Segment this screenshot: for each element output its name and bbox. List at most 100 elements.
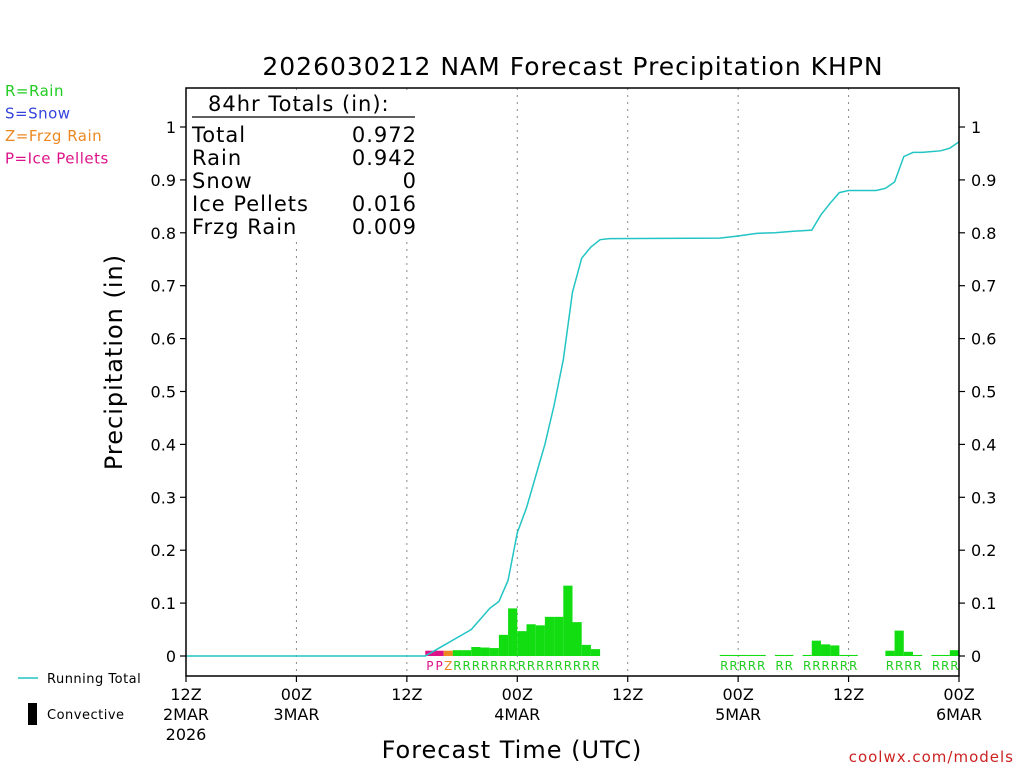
- precip-bar: [581, 644, 591, 656]
- precip-type-code: R: [591, 659, 599, 673]
- plot-frame: [185, 87, 960, 677]
- precip-bar: [747, 654, 757, 656]
- precip-type-code: R: [582, 659, 590, 673]
- precip-type-code: R: [932, 659, 940, 673]
- y-tick-label-right: 0.4: [971, 435, 996, 454]
- y-tick-label-left: 0.8: [151, 224, 176, 243]
- precip-type-code: R: [518, 659, 526, 673]
- totals-row-label: Frzg Rain: [192, 215, 297, 239]
- precip-type-code: R: [803, 659, 811, 673]
- precip-type-code: R: [555, 659, 563, 673]
- totals-row-value: 0.009: [352, 215, 417, 239]
- y-tick-label-left: 0.9: [151, 171, 176, 190]
- totals-row-label: Snow: [192, 169, 253, 193]
- x-tick-label: 4MAR: [494, 705, 540, 724]
- y-tick-label-right: 0.7: [971, 277, 996, 296]
- precip-bar: [784, 654, 794, 656]
- y-tick-label-right: 0.9: [971, 171, 996, 190]
- precip-bar: [912, 654, 923, 656]
- precip-type-code: R: [913, 659, 921, 673]
- convective-legend-swatch: [28, 703, 37, 725]
- precip-type-code: R: [720, 659, 728, 673]
- running-total-line: [186, 141, 960, 657]
- precip-type-code: R: [729, 659, 737, 673]
- precip-bar: [811, 640, 821, 656]
- precip-type-code: R: [462, 659, 470, 673]
- y-axis-right: 0 0.1 0.2 0.3 0.4 0.5 0.6 0.7 0.8 0.9 1: [959, 118, 996, 666]
- precip-type-legend-item: R=Rain: [5, 82, 64, 100]
- precip-type-legend-item: S=Snow: [5, 105, 71, 123]
- y-tick-label-left: 0.7: [151, 277, 176, 296]
- x-tick-label: 00Z: [722, 685, 753, 704]
- precip-type-code: R: [453, 659, 461, 673]
- precip-bar: [738, 654, 748, 656]
- x-tick-label: 5MAR: [715, 705, 761, 724]
- y-tick-label-right: 0.8: [971, 224, 996, 243]
- precip-type-code: P: [426, 659, 433, 673]
- totals-row-value: 0.016: [352, 192, 417, 216]
- precip-type-code: R: [490, 659, 498, 673]
- x-tick-label: 6MAR: [936, 705, 982, 724]
- y-tick-label-right: 0.6: [971, 330, 996, 349]
- x-tick-label: 3MAR: [273, 705, 319, 724]
- totals-row-value: 0.972: [352, 123, 417, 147]
- precip-type-code: R: [527, 659, 535, 673]
- x-tick-label: 12Z: [612, 685, 643, 704]
- precip-type-legend-item: Z=Frzg Rain: [5, 127, 102, 145]
- precip-bar: [931, 654, 941, 656]
- precip-type-code: R: [785, 659, 793, 673]
- y-tick-label-left: 0.1: [151, 594, 176, 613]
- y-tick-label-right: 1: [971, 118, 981, 137]
- precip-bar: [508, 608, 518, 656]
- totals-row-value: 0.942: [352, 146, 417, 170]
- precip-bar: [544, 616, 555, 656]
- precip-bar: [830, 645, 840, 656]
- precip-type-code: R: [545, 659, 553, 673]
- precip-type-code: R: [739, 659, 747, 673]
- precip-type-code: R: [812, 659, 820, 673]
- precip-type-code: R: [821, 659, 829, 673]
- precip-type-code: R: [509, 659, 517, 673]
- series-legend-label: Convective: [47, 708, 125, 723]
- precip-type-code: R: [941, 659, 949, 673]
- series-legend: Running Total Convective: [18, 672, 141, 725]
- precip-type-code: R: [564, 659, 572, 673]
- precip-type-legend-item: P=Ice Pellets: [5, 150, 109, 168]
- y-tick-label-right: 0: [971, 647, 981, 666]
- y-tick-label-right: 0.5: [971, 383, 996, 402]
- y-tick-label-right: 0.1: [971, 594, 996, 613]
- precip-bar: [434, 650, 444, 656]
- precip-bar: [894, 630, 904, 656]
- y-tick-label-left: 1: [166, 118, 176, 137]
- precip-bar: [443, 650, 453, 656]
- y-tick-label-right: 0.2: [971, 541, 996, 560]
- chart-title: 2026030212 NAM Forecast Precipitation KH…: [262, 52, 883, 81]
- x-tick-label: 2026: [166, 725, 207, 744]
- totals-box: 84hr Totals (in): Total 0.972 Rain 0.942 Sno…: [188, 90, 424, 240]
- source-credit: coolwx.com/models: [849, 748, 1014, 766]
- y-tick-label-left: 0.3: [151, 488, 176, 507]
- precip-bar: [839, 654, 849, 656]
- precip-type-code: R: [950, 659, 958, 673]
- x-tick-label: 00Z: [281, 685, 312, 704]
- precip-type-code: Z: [444, 659, 452, 673]
- precip-bar: [774, 654, 785, 656]
- y-axis-title: Precipitation (in): [100, 254, 128, 470]
- precip-type-code: R: [757, 659, 765, 673]
- precip-bar: [940, 654, 950, 656]
- precip-type-code: R: [573, 659, 581, 673]
- precip-bar: [452, 650, 463, 656]
- y-tick-label-right: 0.3: [971, 488, 996, 507]
- precip-type-code: R: [886, 659, 894, 673]
- precip-bar: [802, 654, 812, 656]
- precip-bar: [728, 654, 739, 656]
- precip-type-code: R: [840, 659, 848, 673]
- precip-type-code: R: [536, 659, 544, 673]
- series-legend-label: Running Total: [47, 672, 141, 687]
- totals-row-label: Rain: [192, 146, 242, 170]
- precip-type-code: R: [481, 659, 489, 673]
- totals-heading: 84hr Totals (in):: [208, 92, 390, 116]
- precip-type-legend: R=Rain S=Snow Z=Frzg Rain P=Ice Pellets: [5, 82, 109, 168]
